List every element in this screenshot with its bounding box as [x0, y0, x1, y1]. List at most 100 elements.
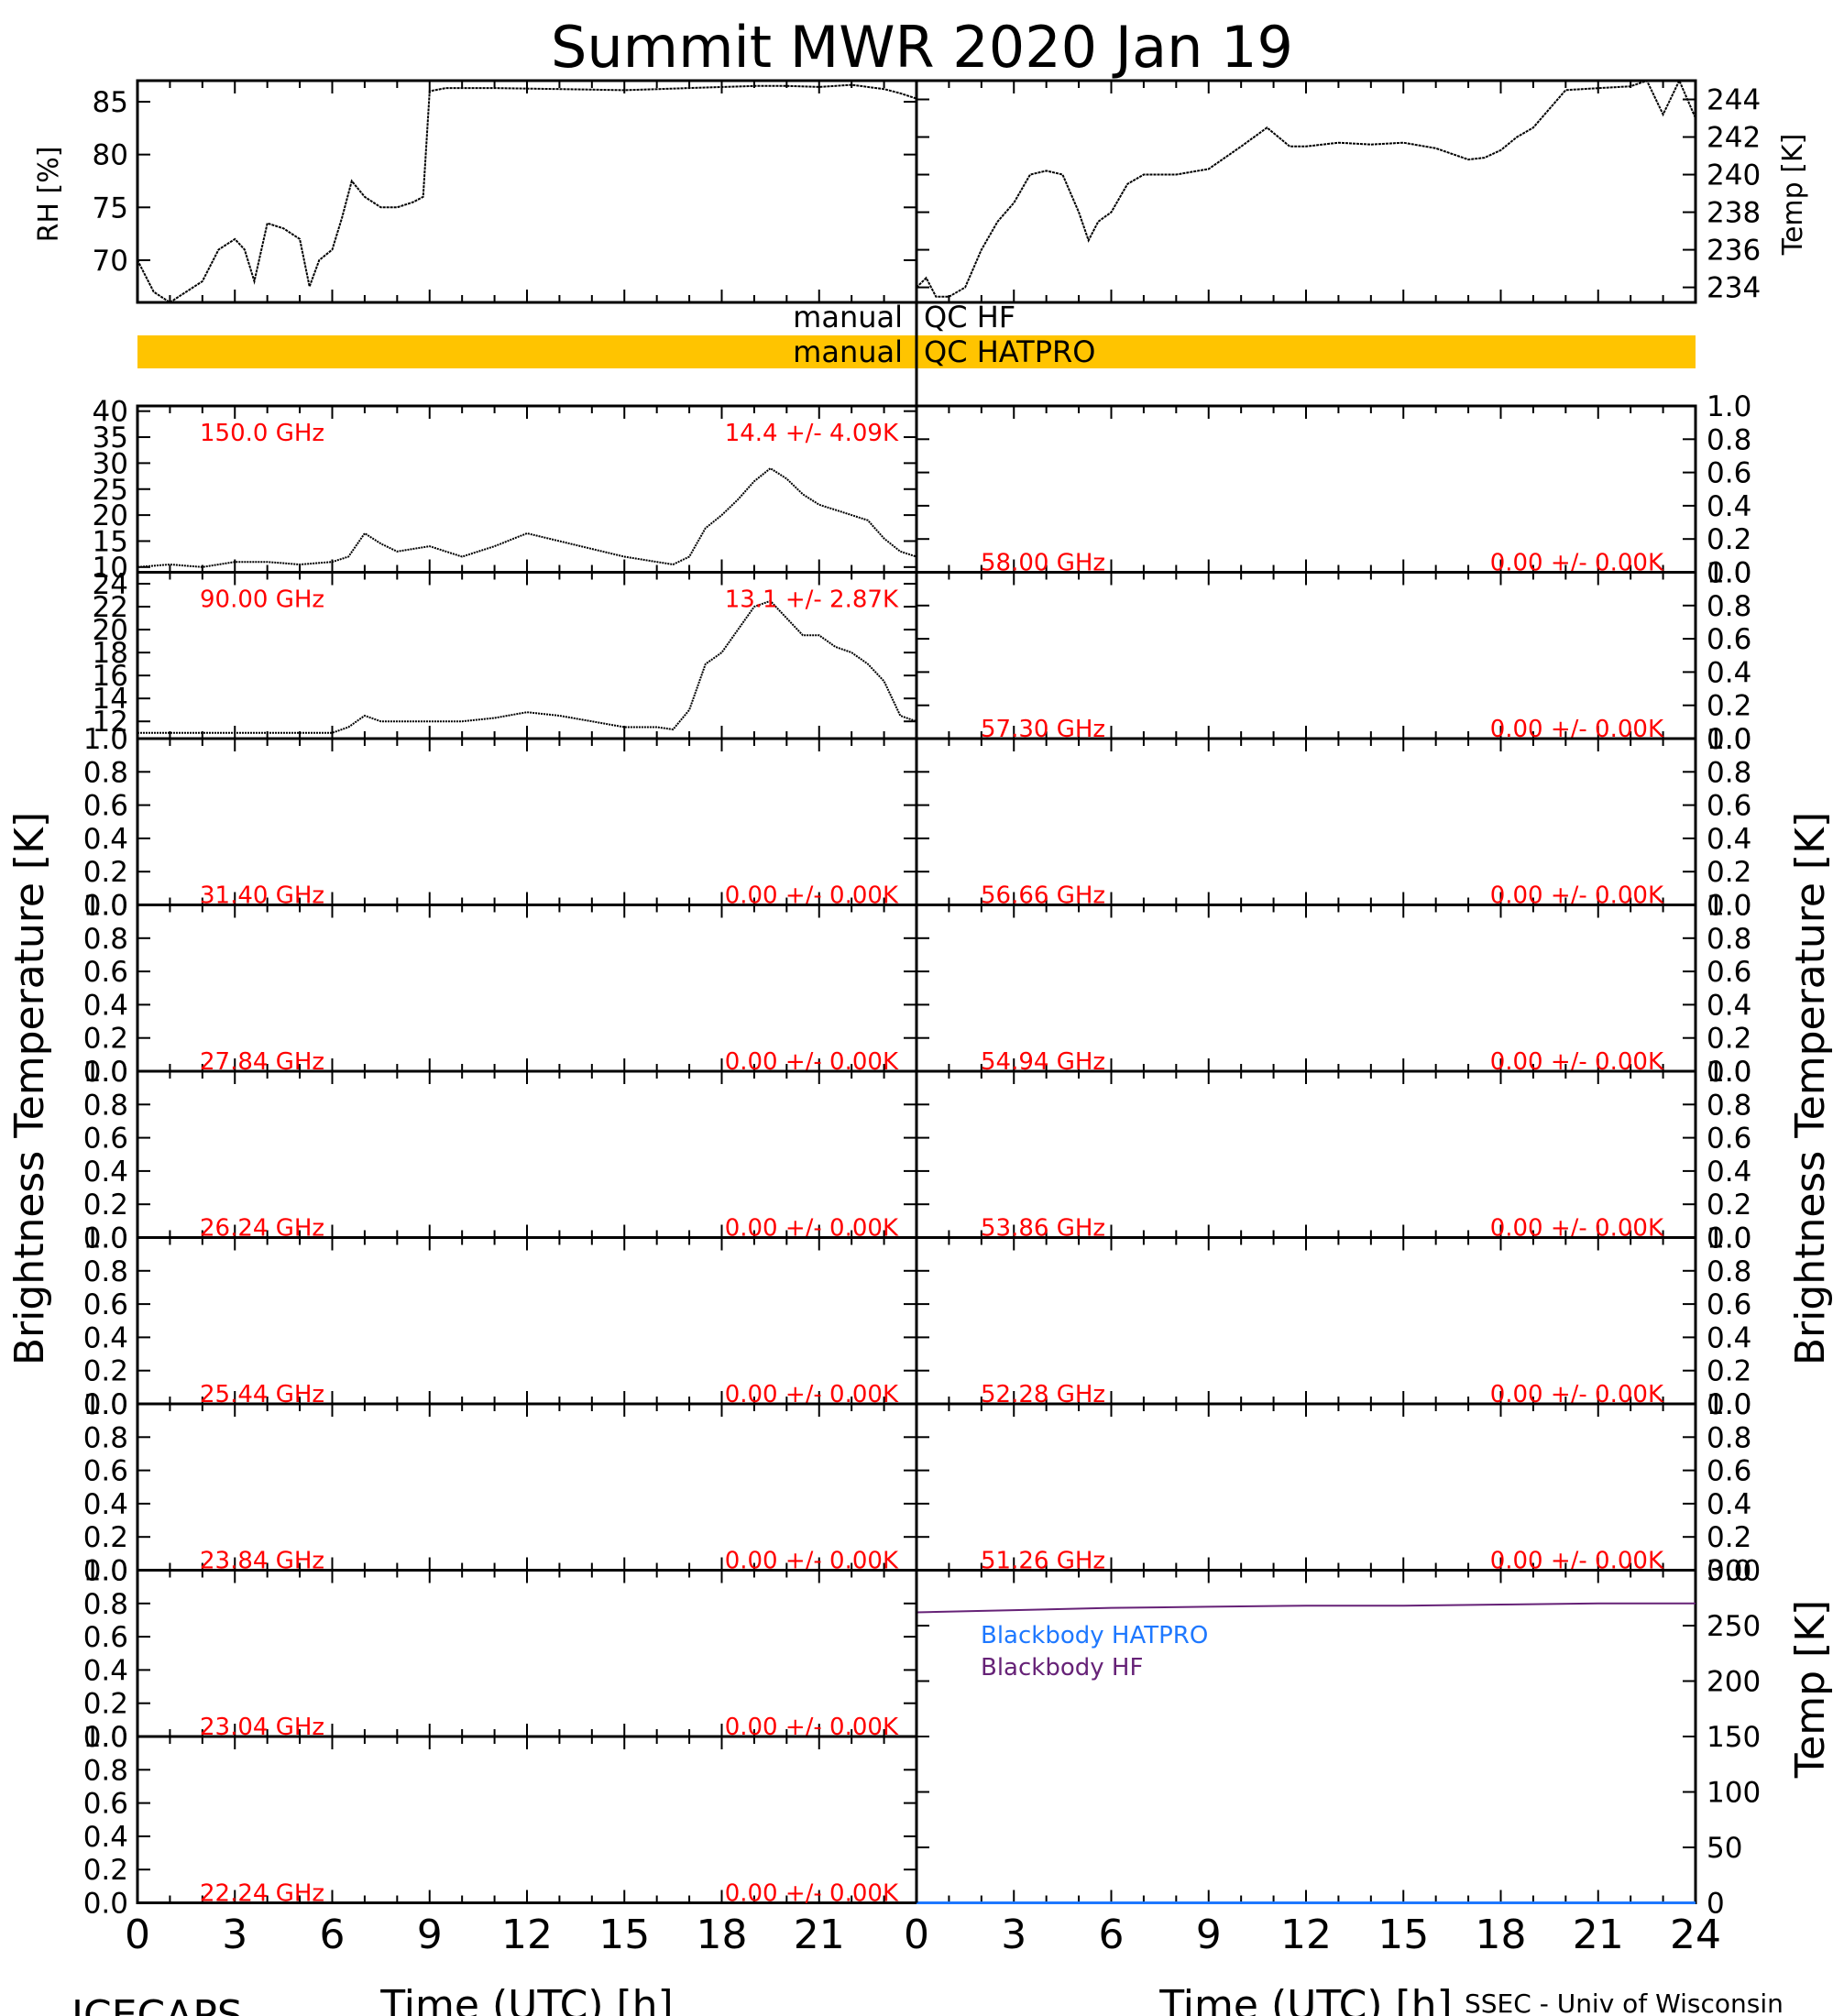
y-tick-label: 70: [93, 245, 128, 278]
series-line: [916, 78, 1696, 298]
y-tick-label: 234: [1707, 272, 1761, 305]
y-tick-label: 50: [1707, 1832, 1742, 1865]
y-tick-label: 238: [1707, 197, 1761, 230]
y-tick-label: 1.0: [83, 1721, 128, 1754]
x-tick-label: 24: [1670, 1912, 1721, 1958]
x-tick-label: 18: [697, 1912, 748, 1958]
x-tick-label: 6: [1099, 1912, 1125, 1958]
y-tick-label: 1.0: [83, 1222, 128, 1255]
y-tick-label: 0.6: [83, 1788, 128, 1821]
y-tick-label: 0.4: [83, 1156, 128, 1189]
x-tick-label: 21: [1573, 1912, 1624, 1958]
y-tick-label: 0.2: [83, 1023, 128, 1056]
panel-frame: [915, 1402, 1697, 1572]
y-tick-label: 250: [1707, 1610, 1761, 1643]
panel-frame: [136, 1236, 918, 1406]
y-tick-label: 0.4: [83, 1488, 128, 1521]
y-tick-label: 0.0: [1707, 1555, 1751, 1588]
series-line: [916, 1602, 1696, 1614]
y-tick-label: 1.0: [1707, 390, 1751, 423]
x-tick-label: 15: [1377, 1912, 1429, 1958]
y-tick-label: 0.8: [83, 1089, 128, 1122]
x-tick-label: 18: [1476, 1912, 1527, 1958]
y-tick-label: 1.0: [83, 1056, 128, 1089]
qc-hatpro-left-label: manual: [793, 334, 903, 369]
x-tick-label: 0: [125, 1912, 150, 1958]
y-tick-label: 1.0: [1707, 1388, 1751, 1421]
y-tick-label: 0.6: [83, 790, 128, 823]
panel-frame: [915, 1569, 1697, 1904]
y-tick-label: 0.4: [83, 1654, 128, 1687]
y-tick-label: 1.0: [1707, 557, 1751, 590]
y-tick-label: 0.2: [83, 1189, 128, 1222]
y-tick-label: 12: [93, 706, 128, 739]
panel-frame: [915, 737, 1697, 906]
y-tick-label: 80: [93, 139, 128, 172]
y-tick-label: 0.4: [83, 1821, 128, 1854]
y-tick-label: 0.4: [1707, 1488, 1751, 1521]
y-tick-label: 30: [93, 447, 128, 480]
right-y-axis-label: Brightness Temperature [K]: [1787, 812, 1833, 1365]
y-tick-label: 0.4: [1707, 490, 1751, 523]
y-tick-label: 0.6: [1707, 1455, 1751, 1488]
panel-frame: [915, 79, 1697, 304]
y-tick-label: 85: [93, 86, 128, 119]
y-tick-label: 300: [1707, 1555, 1761, 1588]
y-tick-label: 1.0: [83, 1388, 128, 1421]
y-tick-label: 0.2: [83, 1688, 128, 1721]
x-tick-label: 9: [1196, 1912, 1222, 1958]
y-tick-label: 10: [93, 552, 128, 585]
y-tick-label: 75: [93, 192, 128, 225]
y-tick-label: 0.2: [1707, 1023, 1751, 1056]
y-tick-label: 0.2: [1707, 856, 1751, 889]
panel-frame: [136, 904, 918, 1073]
y-tick-label: 22: [93, 591, 128, 624]
y-tick-label: 0.8: [1707, 1421, 1751, 1454]
y-tick-label: 1.0: [83, 1555, 128, 1588]
qc-hf-left-label: manual: [793, 300, 903, 334]
y-tick-label: 0.6: [1707, 457, 1751, 490]
y-tick-label: 1.0: [1707, 723, 1751, 756]
y-tick-label: 40: [93, 396, 128, 429]
y-tick-label: 0.8: [83, 1421, 128, 1454]
panel-frame: [136, 737, 918, 906]
panel-frame: [136, 79, 918, 304]
y-tick-label: 1.0: [1707, 1222, 1751, 1255]
footer-left: ICECAPS: [71, 1992, 243, 2016]
x-tick-label: 3: [1001, 1912, 1026, 1958]
y-tick-label: 20: [93, 614, 128, 647]
y-tick-label: 0.0: [1707, 723, 1751, 756]
qc-hf-right-label: QC HF: [924, 300, 1015, 334]
y-tick-label: 0.4: [1707, 989, 1751, 1022]
channel-stats: 0.00 +/- 0.00K: [725, 1880, 899, 1908]
y-tick-label: 0.8: [1707, 1255, 1751, 1288]
x-tick-label: 6: [320, 1912, 346, 1958]
temp-axis-label: Temp [K]: [1777, 134, 1809, 257]
y-tick-label: 35: [93, 422, 128, 455]
y-tick-label: 0.8: [1707, 1089, 1751, 1122]
y-tick-label: 100: [1707, 1777, 1761, 1810]
y-tick-label: 0.6: [1707, 956, 1751, 989]
y-tick-label: 0.0: [83, 1388, 128, 1421]
y-tick-label: 14: [93, 683, 128, 716]
chart-title: Summit MWR 2020 Jan 19: [551, 14, 1293, 81]
y-tick-label: 0.0: [1707, 1388, 1751, 1421]
y-tick-label: 0.2: [83, 1355, 128, 1388]
x-tick-label: 0: [904, 1912, 929, 1958]
x-tick-label: 21: [794, 1912, 845, 1958]
series-line: [137, 466, 917, 568]
blackbody-axis-label: Temp [K]: [1787, 1600, 1833, 1779]
y-tick-label: 0.0: [83, 1056, 128, 1089]
y-tick-label: 15: [93, 525, 128, 558]
y-tick-label: 0.8: [83, 756, 128, 789]
y-tick-label: 150: [1707, 1721, 1761, 1754]
x-axis-label-left: Time (UTC) [h]: [379, 1982, 673, 2016]
y-tick-label: 0.6: [83, 1455, 128, 1488]
y-tick-label: 0.0: [1707, 1222, 1751, 1255]
y-tick-label: 0.8: [83, 1588, 128, 1621]
y-tick-label: 0.4: [1707, 1156, 1751, 1189]
y-tick-label: 0.8: [1707, 923, 1751, 956]
y-tick-label: 0.0: [83, 1721, 128, 1754]
y-tick-label: 0.6: [83, 1123, 128, 1156]
y-tick-label: 0.8: [1707, 756, 1751, 789]
